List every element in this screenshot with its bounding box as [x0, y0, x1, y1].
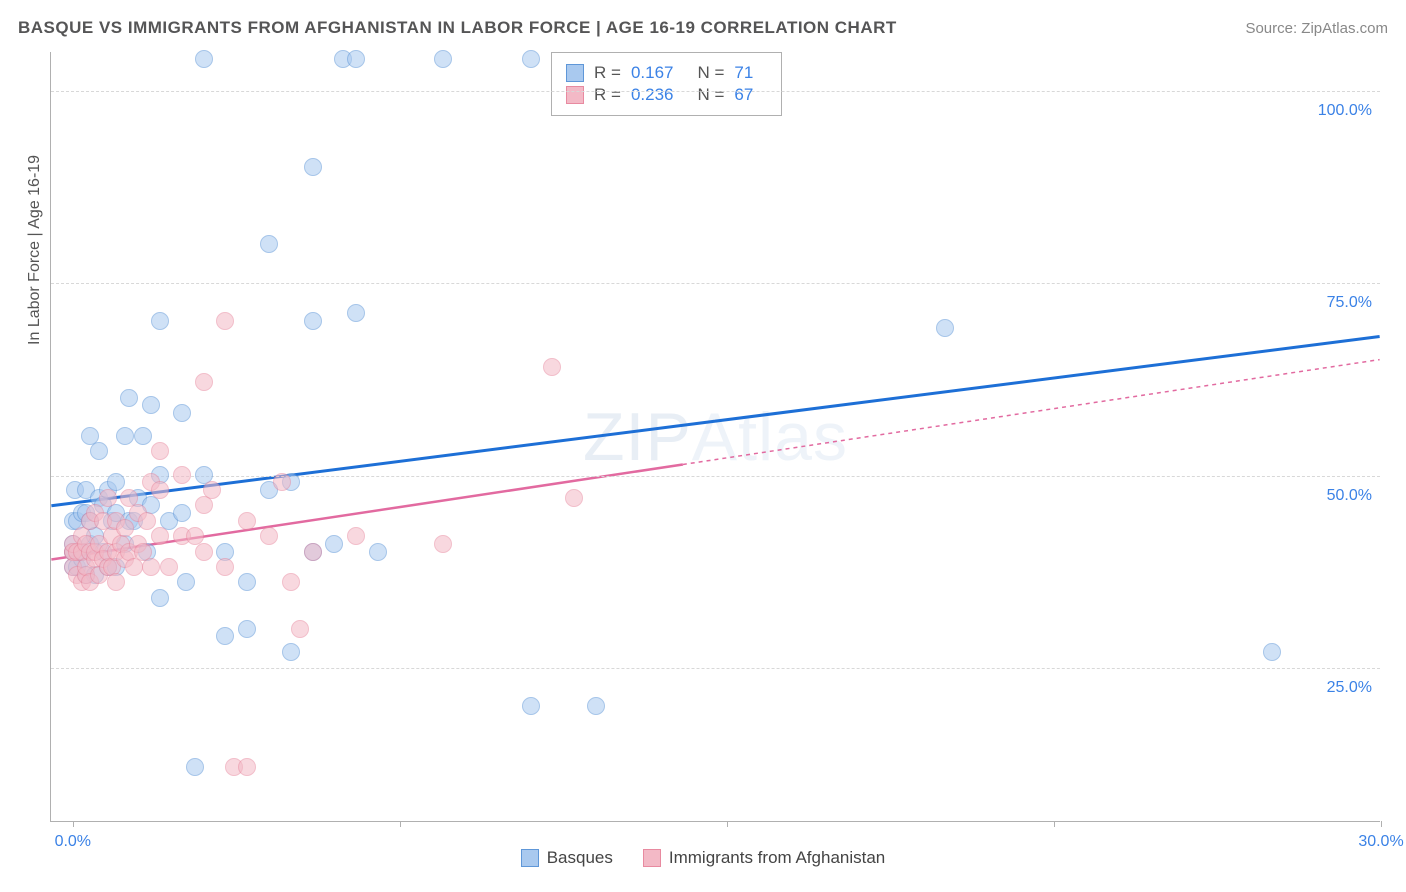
legend-item-afghan: Immigrants from Afghanistan [643, 848, 885, 868]
chart-title: BASQUE VS IMMIGRANTS FROM AFGHANISTAN IN… [18, 18, 897, 38]
scatter-point [90, 442, 108, 460]
scatter-point [173, 404, 191, 422]
scatter-point [195, 373, 213, 391]
scatter-point [543, 358, 561, 376]
scatter-point [347, 50, 365, 68]
stats-row-afghan: R = 0.236 N = 67 [566, 85, 767, 105]
swatch-basques [521, 849, 539, 867]
gridline [51, 476, 1380, 477]
scatter-point [565, 489, 583, 507]
ytick-label: 25.0% [1327, 679, 1372, 697]
scatter-point [522, 50, 540, 68]
legend-item-basques: Basques [521, 848, 613, 868]
ytick-label: 50.0% [1327, 487, 1372, 505]
xtick-mark [1054, 821, 1055, 827]
scatter-point [107, 573, 125, 591]
chart-plot-area: ZIPAtlas R = 0.167 N = 71 R = 0.236 N = … [50, 52, 1380, 822]
gridline [51, 668, 1380, 669]
scatter-point [203, 481, 221, 499]
xtick-mark [727, 821, 728, 827]
scatter-point [304, 158, 322, 176]
source-label: Source: ZipAtlas.com [1245, 20, 1388, 37]
scatter-point [936, 319, 954, 337]
scatter-point [273, 473, 291, 491]
scatter-point [116, 427, 134, 445]
scatter-point [304, 543, 322, 561]
scatter-point [216, 558, 234, 576]
scatter-point [125, 558, 143, 576]
scatter-point [522, 697, 540, 715]
watermark: ZIPAtlas [583, 398, 848, 476]
gridline [51, 91, 1380, 92]
scatter-point [138, 512, 156, 530]
scatter-point [1263, 643, 1281, 661]
scatter-point [434, 50, 452, 68]
r-value-basques: 0.167 [631, 63, 674, 83]
scatter-point [177, 573, 195, 591]
n-label: N = [697, 85, 724, 105]
xtick-mark [400, 821, 401, 827]
scatter-point [291, 620, 309, 638]
r-value-afghan: 0.236 [631, 85, 674, 105]
watermark-bold: ZIP [583, 399, 692, 475]
scatter-point [282, 643, 300, 661]
scatter-point [369, 543, 387, 561]
legend-label-afghan: Immigrants from Afghanistan [669, 848, 885, 868]
scatter-point [216, 312, 234, 330]
scatter-point [238, 620, 256, 638]
stats-legend-box: R = 0.167 N = 71 R = 0.236 N = 67 [551, 52, 782, 116]
scatter-point [173, 504, 191, 522]
xtick-mark [1381, 821, 1382, 827]
scatter-point [151, 589, 169, 607]
scatter-point [325, 535, 343, 553]
scatter-point [347, 527, 365, 545]
scatter-point [186, 758, 204, 776]
scatter-point [142, 396, 160, 414]
scatter-point [434, 535, 452, 553]
scatter-point [238, 758, 256, 776]
scatter-point [282, 573, 300, 591]
scatter-point [260, 527, 278, 545]
scatter-point [238, 512, 256, 530]
n-label: N = [697, 63, 724, 83]
scatter-point [116, 519, 134, 537]
swatch-basques [566, 64, 584, 82]
n-value-afghan: 67 [734, 85, 753, 105]
scatter-point [160, 558, 178, 576]
stats-row-basques: R = 0.167 N = 71 [566, 63, 767, 83]
scatter-point [120, 389, 138, 407]
watermark-light: Atlas [692, 399, 848, 475]
scatter-point [134, 427, 152, 445]
scatter-point [195, 50, 213, 68]
legend-label-basques: Basques [547, 848, 613, 868]
scatter-point [260, 235, 278, 253]
ytick-label: 100.0% [1318, 102, 1372, 120]
scatter-point [142, 558, 160, 576]
scatter-point [173, 466, 191, 484]
scatter-point [195, 496, 213, 514]
swatch-afghan [643, 849, 661, 867]
bottom-legend: Basques Immigrants from Afghanistan [0, 848, 1406, 868]
r-label: R = [594, 63, 621, 83]
xtick-mark [73, 821, 74, 827]
scatter-point [151, 481, 169, 499]
n-value-basques: 71 [734, 63, 753, 83]
y-axis-label: In Labor Force | Age 16-19 [26, 155, 44, 345]
scatter-point [99, 489, 117, 507]
swatch-afghan [566, 86, 584, 104]
scatter-point [195, 543, 213, 561]
gridline [51, 283, 1380, 284]
scatter-point [151, 527, 169, 545]
scatter-point [151, 442, 169, 460]
ytick-label: 75.0% [1327, 294, 1372, 312]
scatter-point [304, 312, 322, 330]
trend-lines [51, 52, 1380, 821]
scatter-point [347, 304, 365, 322]
r-label: R = [594, 85, 621, 105]
scatter-point [238, 573, 256, 591]
scatter-point [151, 312, 169, 330]
scatter-point [587, 697, 605, 715]
scatter-point [216, 627, 234, 645]
